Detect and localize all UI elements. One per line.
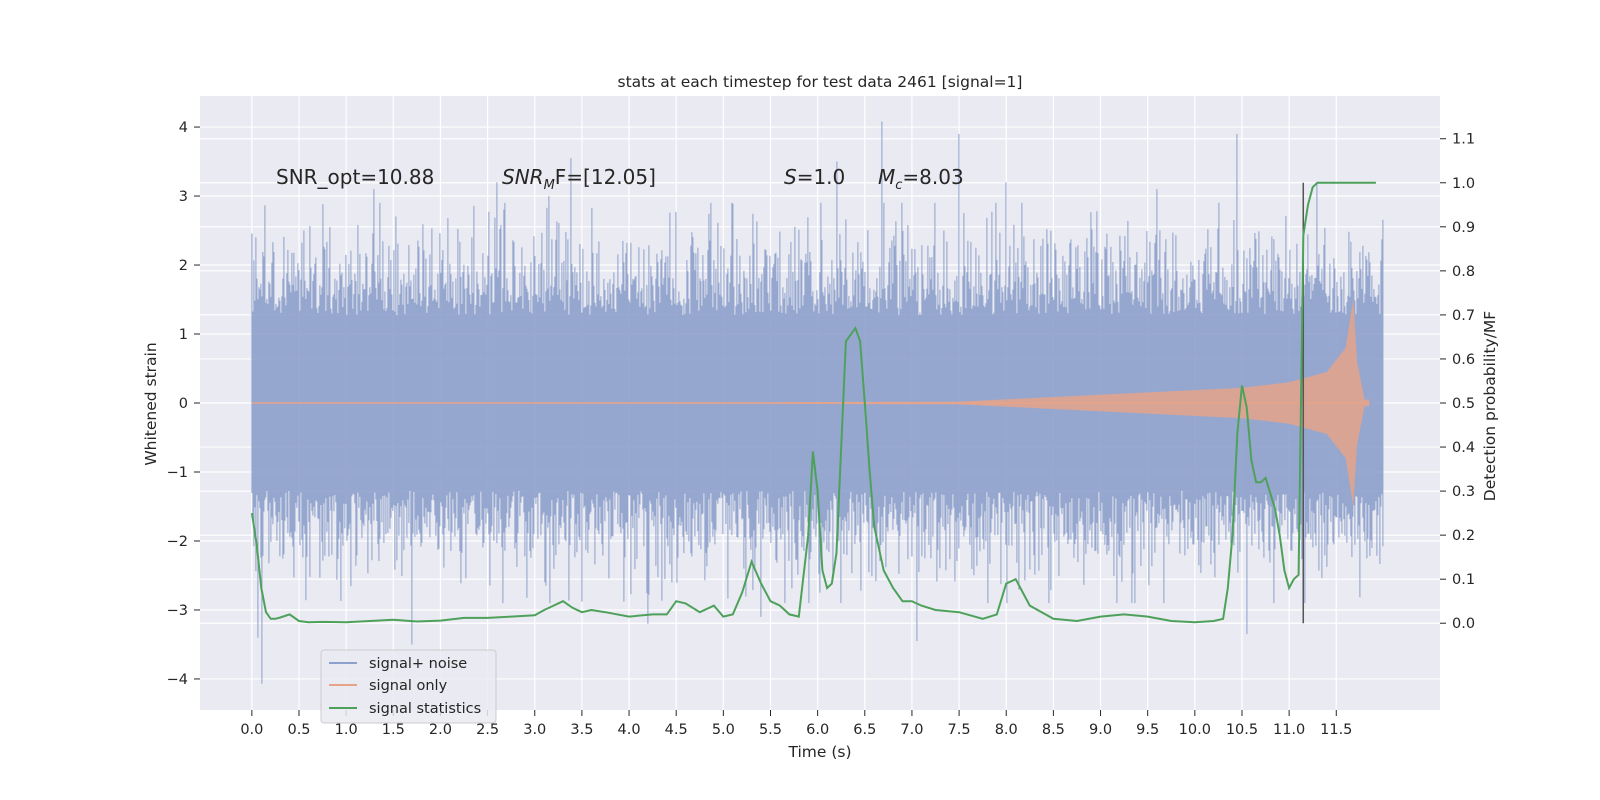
x-tick-label-14: 7.0 [900,722,923,738]
x-tick-label-20: 10.0 [1179,722,1211,738]
x-tick-label-18: 9.0 [1089,722,1112,738]
y2-tick-label-2: 0.2 [1452,528,1475,544]
x-tick-label-23: 11.5 [1320,722,1352,738]
y2-tick-label-4: 0.4 [1452,440,1475,456]
x-tick-label-8: 4.0 [618,722,641,738]
y-tick-label-5: 1 [179,327,188,343]
y2-tick-label-11: 1.1 [1452,132,1475,148]
x-tick-label-7: 3.5 [570,722,593,738]
y2-tick-label-6: 0.6 [1452,352,1475,368]
y-tick-label-1: −3 [167,603,188,619]
y-tick-label-2: −2 [167,534,188,550]
y-tick-label-3: −1 [167,465,188,481]
x-tick-label-17: 8.5 [1042,722,1065,738]
y2-tick-label-1: 0.1 [1452,572,1475,588]
signal-only-series [251,299,1370,507]
y-axis-title: Whitened strain [142,342,160,465]
y-tick-label-4: 0 [179,396,188,412]
y2-tick-label-7: 0.7 [1452,308,1475,324]
annotation-s: S=1.0 [784,165,845,189]
y2-tick-label-10: 1.0 [1452,176,1475,192]
y-tick-label-8: 4 [179,120,188,136]
y2-tick-label-3: 0.3 [1452,484,1475,500]
y-tick-label-0: −4 [167,672,188,688]
legend-box [320,649,497,724]
x-tick-label-16: 8.0 [995,722,1018,738]
x-tick-label-21: 10.5 [1226,722,1258,738]
x-tick-label-6: 3.0 [523,722,546,738]
x-tick-label-22: 11.0 [1273,722,1305,738]
x-tick-label-2: 1.0 [335,722,358,738]
annotation-snr-mf: SNRMF=[12.05] [502,165,656,193]
legend-label-signal-only: signal only [369,678,448,694]
y2-axis-title: Detection probability/MF [1481,311,1499,502]
x-tick-label-10: 5.0 [712,722,735,738]
x-tick-label-15: 7.5 [948,722,971,738]
x-tick-label-12: 6.0 [806,722,829,738]
x-tick-label-19: 9.5 [1136,722,1159,738]
x-tick-label-1: 0.5 [287,722,310,738]
y2-tick-label-5: 0.5 [1452,396,1475,412]
chart-title: stats at each timestep for test data 246… [618,73,1023,91]
x-tick-label-13: 6.5 [853,722,876,738]
x-tick-label-9: 4.5 [665,722,688,738]
x-tick-label-0: 0.0 [240,722,263,738]
y2-tick-label-0: 0.0 [1452,616,1475,632]
signal-statistics-line [250,181,1376,624]
annotation-mc: Mc=8.03 [878,165,964,193]
y-tick-label-6: 2 [179,258,188,274]
x-ticks: 0.0 0.5 1.0 1.5 2.0 2.5 3.0 3.5 4.0 4.5 5.0 5.5 6.0 6… [240,710,1352,738]
y-ticks: −4 −3 −2 −1 0 1 2 3 4 [167,120,200,688]
x-tick-label-4: 2.0 [429,722,452,738]
annotation-snr-opt: SNR_opt=10.88 [276,165,434,189]
legend: signal+ noise signal only signal statist… [320,649,497,724]
x-tick-label-11: 5.5 [759,722,782,738]
annotations: SNR_opt=10.88 SNRMF=[12.05] S=1.0 Mc=8.0… [276,165,964,193]
legend-label-signal-noise: signal+ noise [369,656,467,672]
legend-label-signal-statistics: signal statistics [369,701,481,717]
y2-ticks: 0.0 0.1 0.2 0.3 0.4 0.5 0.6 0.7 0.8 0.9 1.0 1.1 [1440,132,1475,632]
x-axis-title: Time (s) [787,743,851,761]
y2-tick-label-9: 0.9 [1452,220,1475,236]
x-tick-label-5: 2.5 [476,722,499,738]
y2-tick-label-8: 0.8 [1452,264,1475,280]
y-tick-label-7: 3 [179,189,188,205]
x-tick-label-3: 1.5 [382,722,405,738]
